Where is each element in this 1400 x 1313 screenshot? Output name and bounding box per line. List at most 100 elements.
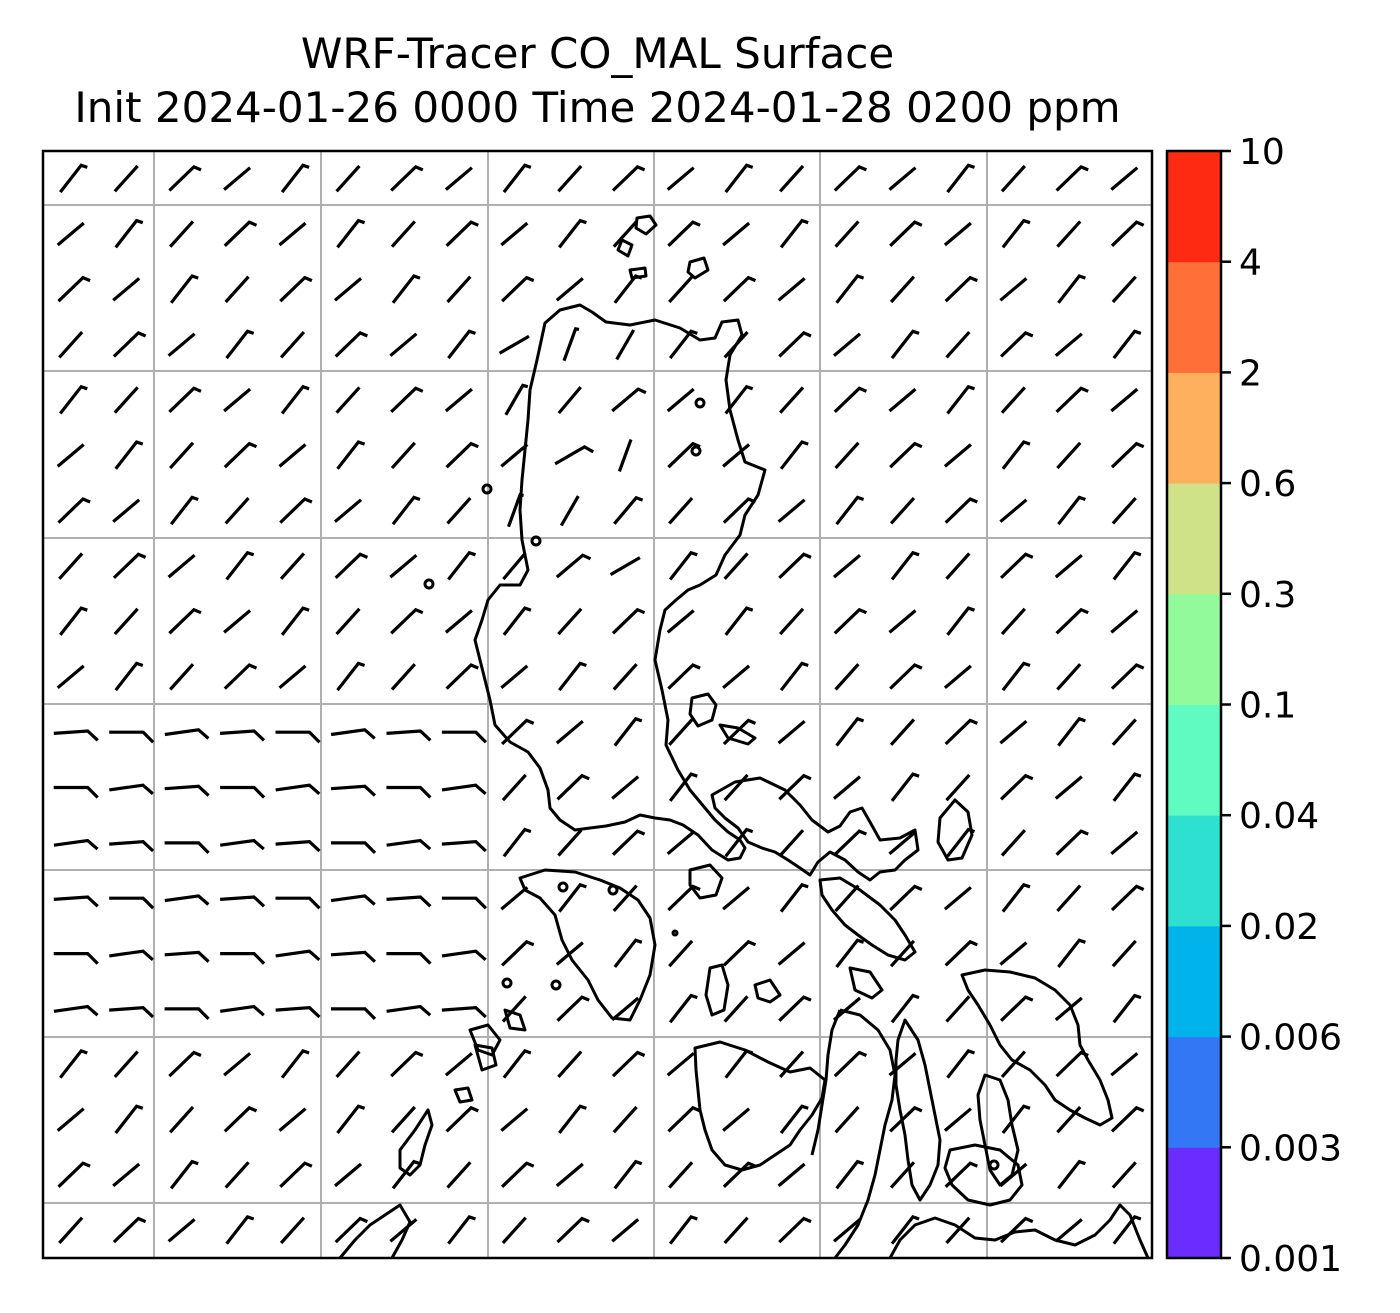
wind-barb [1056, 1105, 1082, 1134]
coastline-mindoro [518, 868, 657, 1022]
wind-barb [59, 163, 88, 194]
wind-barb [778, 331, 812, 358]
wind-barb [946, 827, 976, 858]
wind-barb [386, 838, 432, 851]
wind-barb [113, 386, 139, 414]
wind-barb [835, 716, 865, 747]
wind-barb [722, 443, 751, 468]
wind-barb [169, 1159, 199, 1190]
wind-barb [612, 220, 638, 248]
wind-barb [58, 1216, 84, 1245]
wind-barb [279, 1216, 306, 1245]
wind-barb [779, 607, 805, 636]
wind-barb [557, 1050, 583, 1078]
wind-barb [390, 1050, 424, 1078]
wind-barb [724, 606, 754, 636]
wind-barb [219, 729, 266, 742]
wind-barb [611, 996, 640, 1022]
wind-barb [502, 1049, 532, 1079]
wind-barb [556, 995, 590, 1022]
wind-barb [390, 386, 424, 414]
colorbar-segment-7 [1167, 372, 1221, 484]
wind-barb [999, 552, 1034, 580]
wind-barb [53, 838, 99, 851]
colorbar-segment-3 [1167, 815, 1221, 927]
wind-barb [500, 664, 529, 690]
wind-barb [558, 218, 587, 249]
wind-barb [554, 445, 594, 466]
wind-barb [611, 387, 647, 413]
wind-barb [666, 387, 695, 413]
coastline-bicol [710, 776, 920, 882]
wind-barb [444, 609, 473, 634]
coastline-polillo [688, 692, 718, 728]
wind-barb [1054, 996, 1083, 1022]
coastline-palawan [338, 1203, 412, 1259]
wind-barb [562, 326, 580, 362]
wind-barb [275, 730, 321, 744]
wind-barb [722, 718, 757, 746]
wind-barb [999, 1162, 1028, 1188]
wind-barb [1057, 274, 1086, 304]
colorbar-tick-label: 0.006 [1239, 1018, 1342, 1059]
wind-barb [390, 1105, 416, 1134]
wind-barb [164, 841, 210, 855]
wind-barb [391, 274, 421, 304]
wind-barb [777, 719, 806, 745]
wind-barb [778, 1216, 812, 1244]
wind-barb [441, 730, 488, 744]
wind-barb [1055, 607, 1089, 635]
wind-barb [167, 332, 196, 357]
wind-barb [1110, 609, 1139, 634]
wind-barb [833, 829, 868, 856]
wind-barb [723, 773, 749, 802]
wind-barb [1110, 884, 1145, 912]
wind-barb [888, 830, 917, 856]
wind-barb [723, 995, 749, 1023]
wind-barb [279, 275, 313, 303]
wind-barb [53, 729, 99, 742]
wind-barb [57, 497, 91, 524]
wind-barb [223, 1105, 258, 1133]
wind-barb [441, 949, 487, 962]
wind-barb [943, 221, 972, 247]
wind-barb [58, 331, 84, 359]
wind-barb [280, 1049, 310, 1079]
map-title-line1: WRF-Tracer CO_MAL Surface [300, 29, 895, 78]
wind-barb [779, 1050, 805, 1078]
wind-barb [113, 1050, 139, 1078]
wind-barb [386, 895, 432, 908]
wind-barb [943, 443, 972, 468]
wind-barb [334, 1216, 369, 1244]
coastline-camiguin [686, 256, 710, 280]
wind-barb [723, 552, 749, 580]
wind-barb [1055, 386, 1089, 414]
wind-barb [389, 332, 418, 357]
wind-barb [555, 553, 592, 579]
wind-barb [611, 1218, 640, 1243]
wind-barb [889, 939, 916, 968]
wind-barb [1000, 386, 1026, 414]
wind-barb [1110, 1052, 1139, 1077]
colorbar-segment-2 [1167, 925, 1221, 1038]
wind-barb [722, 1161, 757, 1188]
wind-barb [779, 882, 809, 913]
wind-barb [617, 438, 633, 472]
wind-barb [114, 661, 144, 692]
wind-barb [167, 553, 196, 579]
wind-barb [1056, 220, 1082, 248]
wind-barb [112, 1216, 147, 1244]
wind-barb [556, 1216, 590, 1244]
wind-barb [56, 221, 85, 247]
wind-barb [59, 384, 88, 415]
wind-barb [57, 1161, 91, 1188]
wind-barb [167, 1218, 196, 1243]
wind-barb [169, 441, 195, 470]
wind-barb [390, 220, 416, 248]
wind-barb [944, 497, 978, 524]
wind-barb [501, 995, 527, 1023]
colorbar-segment-4 [1167, 704, 1221, 816]
wind-barb [500, 886, 529, 911]
wind-barb [777, 277, 806, 302]
